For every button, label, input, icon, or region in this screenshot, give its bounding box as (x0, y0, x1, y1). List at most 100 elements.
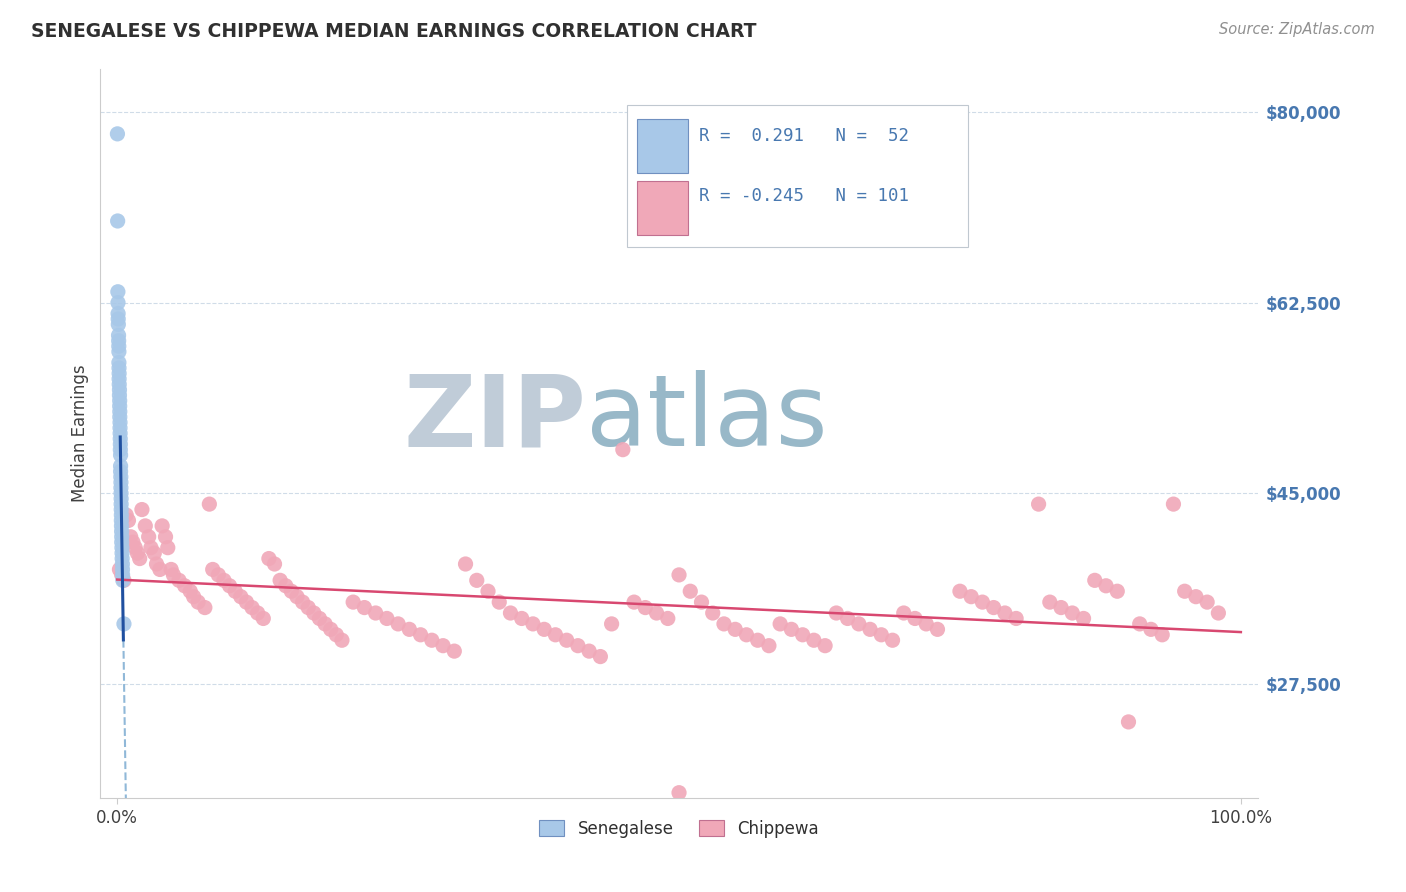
Point (108, 344, 131, 359)
Point (110, 470, 132, 484)
Point (160, 562, 183, 576)
Point (522, 616, 544, 631)
Point (325, 628, 347, 642)
Point (465, 574, 488, 588)
Point (150, 519, 173, 533)
Point (1095, 579, 1118, 593)
Point (183, 590, 205, 604)
Point (179, 584, 201, 599)
Point (927, 623, 949, 637)
Point (1185, 590, 1208, 604)
Point (107, 295, 129, 310)
Point (107, 328, 129, 343)
Point (218, 579, 240, 593)
Point (107, 339, 129, 353)
Point (1073, 611, 1095, 625)
Point (353, 600, 375, 615)
Point (477, 584, 499, 599)
Point (122, 535, 145, 549)
Point (690, 595, 713, 609)
Point (398, 623, 420, 637)
Point (758, 639, 780, 653)
Point (308, 611, 330, 625)
Point (139, 541, 162, 555)
Point (409, 628, 432, 642)
FancyBboxPatch shape (627, 105, 969, 247)
Point (342, 595, 364, 609)
Point (1118, 714, 1140, 729)
Point (138, 530, 160, 544)
Point (107, 334, 129, 348)
Point (110, 491, 132, 506)
Point (960, 590, 983, 604)
Point (915, 616, 938, 631)
Point (110, 465, 132, 479)
Point (702, 606, 724, 620)
Point (131, 502, 153, 516)
Point (882, 633, 904, 648)
Point (280, 584, 302, 599)
Point (112, 574, 135, 588)
Point (645, 606, 668, 620)
Point (111, 551, 134, 566)
Point (252, 611, 274, 625)
Point (108, 388, 131, 402)
Point (194, 600, 217, 615)
Point (499, 606, 522, 620)
Point (110, 497, 132, 511)
Point (1197, 595, 1219, 609)
Point (110, 475, 132, 490)
Point (110, 432, 132, 446)
Text: Source: ZipAtlas.com: Source: ZipAtlas.com (1219, 22, 1375, 37)
Text: R = -0.245   N = 101: R = -0.245 N = 101 (699, 187, 908, 205)
Point (201, 562, 224, 576)
Point (668, 568, 690, 582)
Point (115, 508, 138, 522)
Legend: Senegalese, Chippewa: Senegalese, Chippewa (533, 814, 825, 845)
Point (235, 595, 257, 609)
Point (117, 513, 139, 527)
Point (1039, 595, 1062, 609)
Point (314, 616, 336, 631)
Point (108, 404, 131, 418)
Point (108, 367, 131, 381)
Point (949, 584, 972, 599)
Point (224, 584, 246, 599)
Point (713, 616, 735, 631)
Text: ZIP: ZIP (404, 370, 586, 467)
Point (657, 611, 679, 625)
Point (1129, 616, 1152, 631)
Point (246, 606, 269, 620)
Point (108, 355, 131, 369)
Point (274, 579, 297, 593)
Point (1107, 584, 1129, 599)
Point (212, 574, 235, 588)
Point (364, 606, 387, 620)
Point (108, 377, 131, 392)
Point (747, 633, 769, 648)
Point (229, 590, 252, 604)
Point (198, 497, 221, 511)
Point (387, 616, 409, 631)
Y-axis label: Median Earnings: Median Earnings (72, 365, 89, 502)
Point (108, 383, 131, 397)
Point (187, 595, 209, 609)
Point (128, 551, 150, 566)
Point (110, 442, 132, 457)
Point (1174, 584, 1197, 599)
Point (567, 639, 589, 653)
Point (1140, 623, 1163, 637)
Point (679, 584, 702, 599)
Point (108, 409, 131, 424)
Point (111, 541, 134, 555)
Point (124, 541, 146, 555)
Point (110, 486, 132, 500)
Point (107, 312, 129, 326)
Point (110, 502, 132, 516)
Point (432, 639, 454, 653)
Point (544, 628, 567, 642)
Point (297, 600, 319, 615)
Point (893, 606, 915, 620)
Point (155, 530, 177, 544)
Point (814, 639, 837, 653)
